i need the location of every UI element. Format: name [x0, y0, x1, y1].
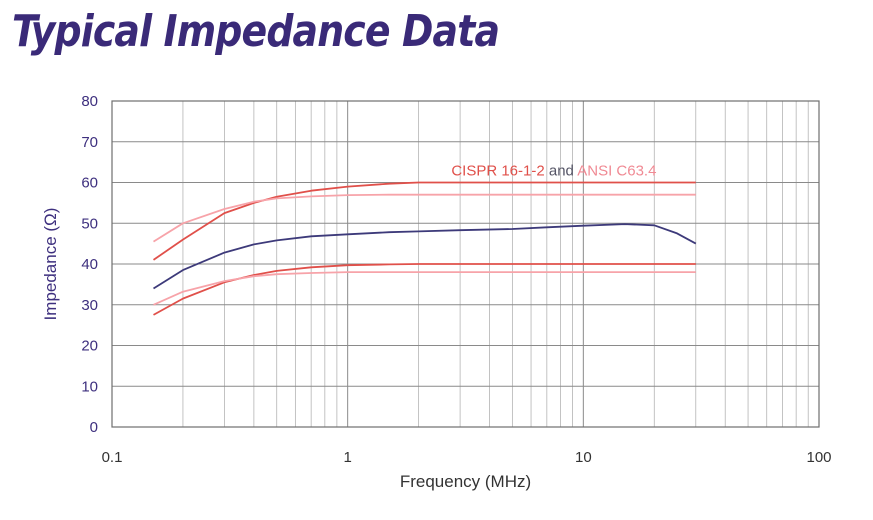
y-tick-label: 20	[81, 338, 98, 355]
x-axis-label: Frequency (MHz)	[400, 472, 531, 491]
page-title: Typical Impedance Data	[12, 6, 500, 57]
annotation-part-2: and	[545, 162, 578, 179]
tick-labels: 0 10 20 30 40 50 60 70 80 0.1 1 10 100	[81, 93, 831, 466]
series-line-1	[152, 181, 696, 261]
y-tick-label: 30	[81, 297, 98, 314]
series-line-5	[153, 271, 696, 306]
annotation-part-3: ANSI C63.4	[577, 162, 656, 179]
y-tick-label: 60	[81, 175, 98, 192]
x-tick-label: 100	[806, 449, 831, 466]
y-tick-label: 40	[81, 256, 98, 273]
legend-annotation: CISPR 16-1-2 and ANSI C63.4	[451, 162, 656, 179]
x-tick-label: 0.1	[102, 449, 123, 466]
series-lines	[152, 181, 697, 316]
x-tick-label: 1	[343, 449, 351, 466]
plot-border	[111, 100, 820, 428]
x-tick-label: 10	[575, 449, 592, 466]
y-axis-label: Impedance (Ω)	[41, 208, 60, 321]
series-line-3	[153, 223, 697, 290]
y-tick-label: 80	[81, 93, 98, 110]
y-tick-label: 70	[81, 134, 98, 151]
y-tick-label: 0	[90, 419, 98, 436]
y-tick-label: 50	[81, 215, 98, 232]
y-tick-label: 10	[81, 378, 98, 395]
series-line-2	[153, 193, 696, 243]
annotation-part-1: CISPR 16-1-2	[451, 162, 544, 179]
